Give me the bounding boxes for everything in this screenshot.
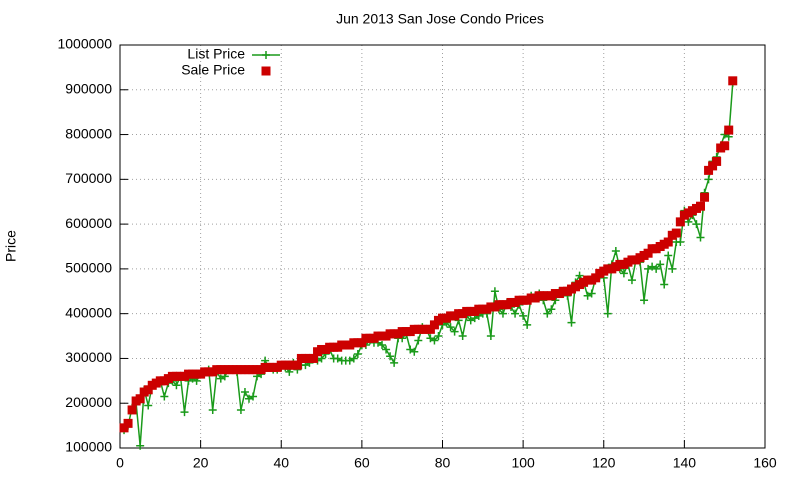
point [712, 156, 722, 166]
point [611, 246, 620, 255]
point [216, 374, 225, 383]
point [619, 269, 628, 278]
point [249, 392, 258, 401]
point [486, 332, 495, 341]
point [660, 280, 669, 289]
point [498, 309, 507, 318]
point [648, 262, 657, 271]
point [406, 345, 415, 354]
point [345, 356, 354, 365]
point [349, 354, 358, 363]
y-tick-label: 500000 [65, 260, 112, 276]
y-tick-label: 700000 [65, 170, 112, 186]
point [309, 353, 318, 363]
point [333, 354, 342, 363]
legend-label: List Price [187, 46, 245, 62]
y-tick-label: 900000 [65, 80, 112, 96]
point [123, 418, 133, 428]
y-tick-label: 400000 [65, 304, 112, 320]
point [720, 141, 730, 151]
point [704, 175, 713, 184]
y-tick-label: 1000000 [57, 36, 112, 52]
point [603, 309, 612, 318]
point [490, 287, 499, 296]
point [127, 405, 137, 415]
point [583, 291, 592, 300]
point [511, 309, 520, 318]
y-tick-label: 300000 [65, 349, 112, 365]
point [450, 327, 459, 336]
point [692, 220, 701, 229]
y-tick-label: 800000 [65, 125, 112, 141]
point [543, 309, 552, 318]
point [466, 316, 475, 325]
plot-border [119, 44, 766, 449]
point [390, 358, 399, 367]
x-tick-label: 140 [673, 455, 697, 471]
y-axis-label: Price [3, 230, 19, 262]
point [382, 345, 391, 354]
y-tick-label: 200000 [65, 394, 112, 410]
point [292, 360, 302, 370]
x-tick-label: 40 [273, 455, 289, 471]
point [446, 323, 455, 332]
point [587, 289, 596, 298]
point [426, 334, 435, 343]
x-tick-label: 100 [511, 455, 535, 471]
point [236, 405, 245, 414]
point [519, 311, 528, 320]
point [414, 336, 423, 345]
point [160, 392, 169, 401]
point [386, 352, 395, 361]
point [668, 264, 677, 273]
point [410, 347, 419, 356]
y-tick-label: 100000 [65, 439, 112, 455]
point [135, 394, 145, 404]
point [136, 441, 145, 450]
x-tick-label: 120 [592, 455, 616, 471]
chart-title: Jun 2013 San Jose Condo Prices [336, 11, 544, 27]
point [523, 320, 532, 329]
point [724, 125, 734, 135]
legend-sample [261, 66, 271, 76]
point [144, 401, 153, 410]
point [664, 251, 673, 260]
point [640, 296, 649, 305]
point [172, 381, 181, 390]
x-tick-label: 20 [193, 455, 209, 471]
point [663, 237, 673, 247]
point [652, 264, 661, 273]
point [671, 228, 681, 238]
point [627, 276, 636, 285]
x-tick-label: 160 [753, 455, 777, 471]
legend-sample [262, 51, 270, 59]
x-tick-label: 0 [116, 455, 124, 471]
point [434, 332, 443, 341]
y-tick-label: 600000 [65, 215, 112, 231]
point [728, 76, 738, 86]
point [458, 332, 467, 341]
legend-label: Sale Price [181, 62, 245, 78]
point [430, 336, 439, 345]
point [567, 318, 576, 327]
point [378, 341, 387, 350]
point [676, 238, 685, 247]
point [700, 192, 710, 202]
x-tick-label: 60 [354, 455, 370, 471]
point [547, 305, 556, 314]
point [696, 233, 705, 242]
point [245, 394, 253, 403]
point [240, 388, 249, 397]
point [656, 260, 665, 269]
point [180, 408, 189, 417]
point [675, 217, 685, 227]
point [644, 264, 653, 273]
point [208, 405, 217, 414]
point [353, 349, 362, 358]
point [696, 201, 705, 211]
x-tick-label: 80 [435, 455, 451, 471]
